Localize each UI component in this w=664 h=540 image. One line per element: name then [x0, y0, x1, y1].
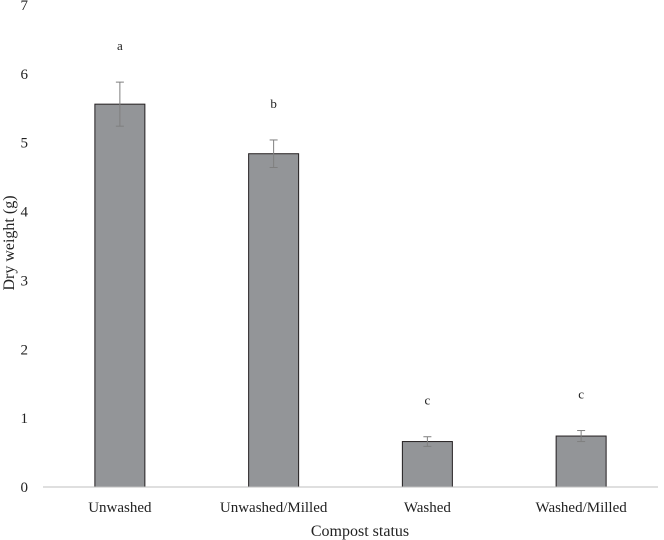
error-bar [269, 139, 278, 169]
x-tick-label: Unwashed [88, 500, 152, 516]
x-tick-label: Unwashed/Milled [220, 500, 328, 516]
error-bars [115, 81, 586, 447]
y-tick-label: 5 [21, 136, 29, 152]
y-tick-label: 2 [21, 342, 29, 358]
y-tick-label: 3 [21, 273, 29, 289]
significance-label: c [424, 393, 430, 408]
significance-label: c [578, 387, 584, 402]
y-tick-label: 6 [21, 67, 29, 83]
x-tick-labels: Unwashed Unwashed/Milled Washed Washed/Mill… [88, 500, 627, 516]
significance-labels: a b c c [117, 38, 584, 408]
significance-label: a [117, 38, 123, 53]
y-tick-label: 0 [21, 480, 29, 496]
bars [94, 103, 607, 488]
x-axis-title: Compost status [311, 523, 409, 540]
y-tick-label: 1 [21, 411, 29, 427]
x-tick-label: Washed/Milled [535, 500, 627, 516]
y-axis-title: Dry weight (g) [1, 195, 18, 290]
error-bar [577, 430, 586, 443]
y-tick-labels: 0 1 2 3 4 5 6 7 [21, 0, 29, 496]
error-bar [423, 436, 432, 447]
bar [401, 441, 453, 488]
bar [248, 153, 300, 488]
y-tick-label: 4 [21, 205, 29, 221]
error-bar [115, 81, 124, 127]
y-tick-label: 7 [21, 0, 29, 14]
bar [555, 435, 607, 488]
bar [94, 103, 146, 488]
x-tick-label: Washed [404, 500, 452, 516]
significance-label: b [270, 96, 277, 111]
